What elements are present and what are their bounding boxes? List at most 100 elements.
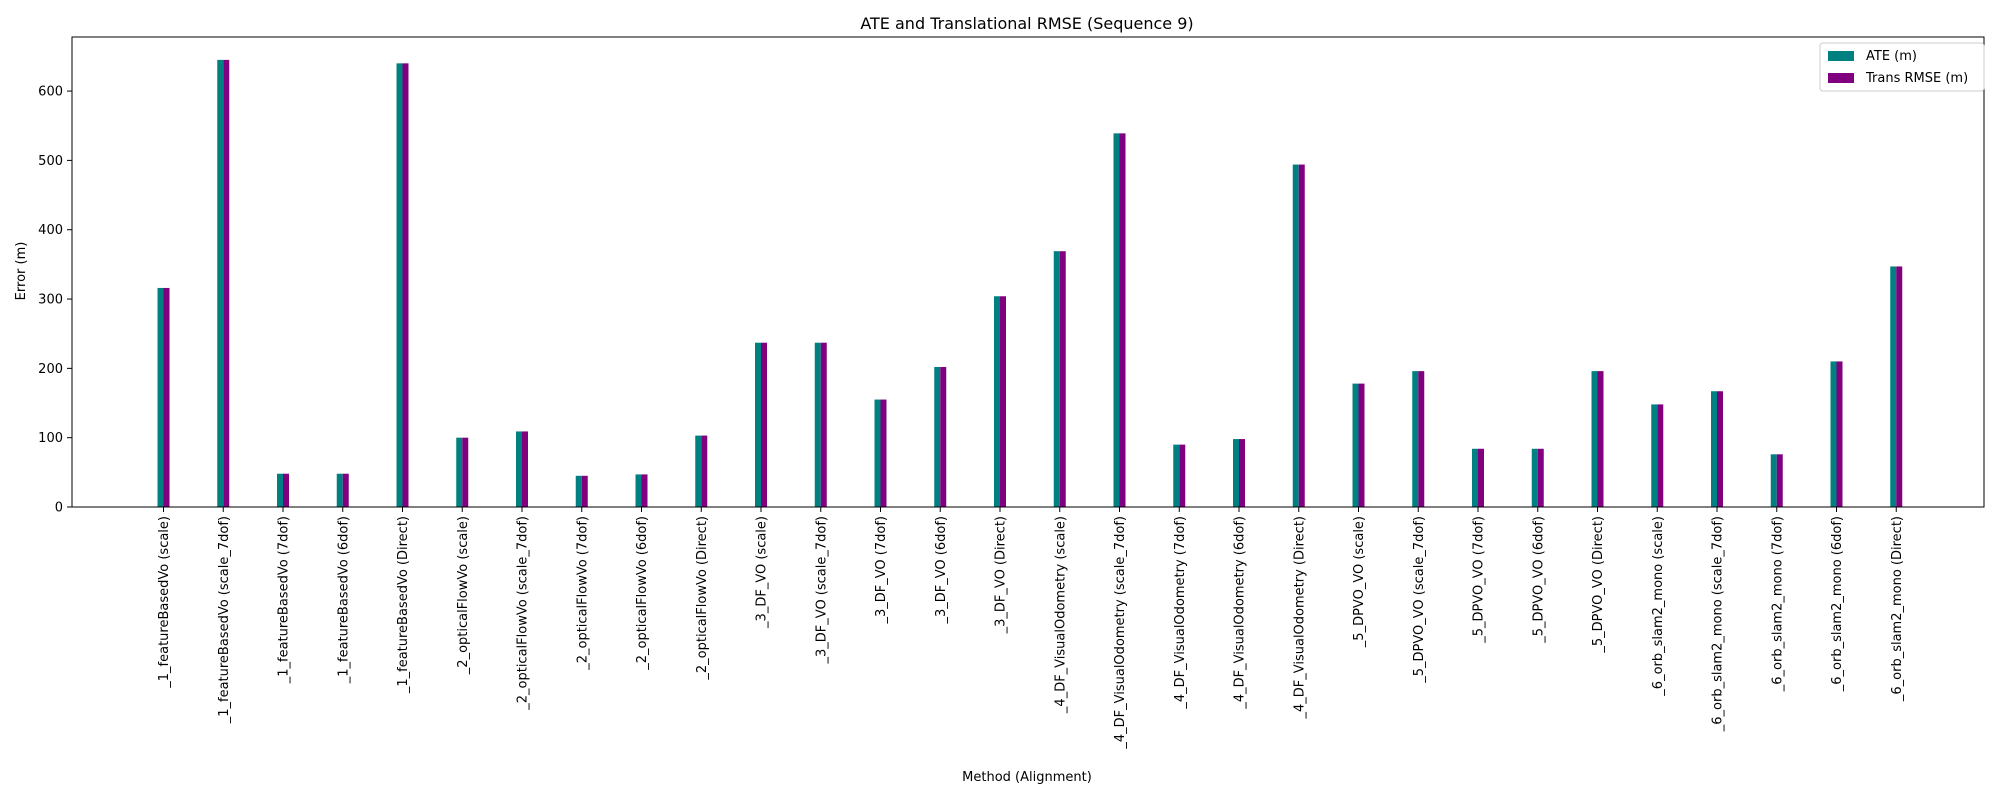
bar-trans-rmse <box>283 473 289 507</box>
x-tick-label: _6_orb_slam2_mono (Direct) <box>1890 516 1905 702</box>
x-tick-label: _5_DPVO_VO (scale) <box>1352 516 1367 648</box>
bar-trans-rmse <box>163 287 170 507</box>
x-tick-label: _1_featureBasedVo (scale_7dof) <box>217 516 232 724</box>
legend-swatch-ate <box>1828 51 1854 61</box>
bar-trans-rmse <box>1478 448 1484 507</box>
bar-ate <box>1591 371 1598 507</box>
y-tick-label: 0 <box>55 501 63 516</box>
bar-ate <box>695 435 702 507</box>
x-tick-label: _5_DPVO_VO (scale_7dof) <box>1412 516 1427 684</box>
bar-trans-rmse <box>820 342 827 507</box>
x-tick-label: _3_DF_VO (scale_7dof) <box>814 516 829 664</box>
x-tick-label: _1_featureBasedVo (scale) <box>157 516 172 689</box>
bar-ate <box>1113 133 1120 507</box>
legend-box <box>1819 42 1985 92</box>
bar-ate <box>1352 383 1359 507</box>
legend-label-ate: ATE (m) <box>1866 49 1917 64</box>
bar-trans-rmse <box>1657 404 1664 507</box>
bar-trans-rmse <box>701 435 708 507</box>
bar-trans-rmse <box>1836 361 1843 507</box>
y-tick-label: 600 <box>38 85 63 100</box>
legend: ATE (m) Trans RMSE (m) <box>1819 42 1985 92</box>
bar-trans-rmse <box>342 473 349 507</box>
x-tick-label: _5_DPVO_VO (Direct) <box>1591 516 1606 654</box>
x-tick-label: _1_featureBasedVo (7dof) <box>277 516 292 684</box>
bar-ate <box>1890 266 1897 507</box>
bar-ate <box>1233 439 1239 507</box>
x-tick-label: _5_DPVO_VO (6dof) <box>1531 516 1546 644</box>
bar-trans-rmse <box>761 342 767 507</box>
bar-trans-rmse <box>581 475 588 507</box>
bar-trans-rmse <box>940 366 947 507</box>
bar-trans-rmse <box>1896 266 1903 507</box>
x-tick-label: _2_opticalFlowVo (6dof) <box>635 516 650 671</box>
bar-trans-rmse <box>402 63 409 507</box>
bar-trans-rmse <box>1059 251 1066 507</box>
bar-ate <box>157 287 164 507</box>
legend-swatch-trans-rmse <box>1828 73 1854 83</box>
x-tick-label: _3_DF_VO (7dof) <box>874 516 889 625</box>
x-tick-label: _6_orb_slam2_mono (scale) <box>1651 516 1666 697</box>
bar-trans-rmse <box>1597 371 1604 507</box>
bar-trans-rmse <box>1358 383 1365 507</box>
x-tick-label: _2_opticalFlowVo (7dof) <box>575 516 590 671</box>
bar-trans-rmse <box>1239 439 1245 507</box>
bar-trans-rmse <box>1000 296 1006 507</box>
bar-ate <box>635 474 642 507</box>
bar-trans-rmse <box>462 437 469 507</box>
bar-ate <box>1651 404 1658 507</box>
bar-ate <box>456 437 463 507</box>
bar-ate <box>516 431 522 507</box>
x-tick-label: _4_DF_VisualOdometry (7dof) <box>1173 516 1188 710</box>
bar-ate <box>1053 251 1060 507</box>
bar-ate <box>1531 448 1538 507</box>
x-tick-label: _2_opticalFlowVo (Direct) <box>695 516 710 681</box>
bar-ate <box>994 296 1000 507</box>
legend-label-trans-rmse: Trans RMSE (m) <box>1865 71 1968 86</box>
bar-ate <box>277 473 283 507</box>
bar-ate <box>1770 454 1777 507</box>
bar-trans-rmse <box>1298 164 1305 507</box>
y-tick-label: 200 <box>38 362 63 377</box>
x-axis-label: Method (Alignment) <box>962 770 1092 785</box>
bar-trans-rmse <box>1119 133 1126 507</box>
bar-trans-rmse <box>522 431 528 507</box>
bar-ate <box>755 342 761 507</box>
x-tick-label: _1_featureBasedVo (6dof) <box>336 516 351 684</box>
bar-ate <box>874 399 881 507</box>
axes-frame <box>71 36 1985 508</box>
x-tick-label: _3_DF_VO (6dof) <box>934 516 949 625</box>
bar-ate <box>1830 361 1837 507</box>
bar-ate <box>1711 391 1717 507</box>
bar-ate <box>575 475 582 507</box>
chart-title: ATE and Translational RMSE (Sequence 9) <box>860 14 1193 33</box>
bar-ate <box>336 473 343 507</box>
x-tick-label: _6_orb_slam2_mono (7dof) <box>1770 516 1785 692</box>
bar-trans-rmse <box>1179 444 1186 507</box>
bar-trans-rmse <box>1537 448 1544 507</box>
x-tick-label: _3_DF_VO (scale) <box>755 516 770 629</box>
x-tick-label: _4_DF_VisualOdometry (scale) <box>1053 516 1068 714</box>
y-tick-label: 100 <box>38 431 63 446</box>
x-tick-label: _6_orb_slam2_mono (6dof) <box>1830 516 1845 692</box>
x-tick-label: _2_opticalFlowVo (scale_7dof) <box>516 516 531 711</box>
bar-ate <box>1412 371 1419 507</box>
plot-area <box>157 59 1903 508</box>
x-tick-label: _5_DPVO_VO (7dof) <box>1472 516 1487 644</box>
bar-ate <box>1472 448 1478 507</box>
x-tick-label: _3_DF_VO (Direct) <box>994 516 1009 634</box>
bar-trans-rmse <box>1776 454 1783 507</box>
x-tick-label: _2_opticalFlowVo (scale) <box>456 516 471 675</box>
bar-trans-rmse <box>1418 371 1425 507</box>
bar-ate <box>217 59 224 508</box>
bar-ate <box>396 63 403 507</box>
bar-ate <box>1292 164 1299 507</box>
bar-trans-rmse <box>223 59 230 508</box>
y-tick-label: 500 <box>38 154 63 169</box>
bar-ate <box>814 342 821 507</box>
x-tick-label: _4_DF_VisualOdometry (scale_7dof) <box>1113 516 1128 750</box>
y-axis-label: Error (m) <box>14 242 29 301</box>
bar-trans-rmse <box>880 399 887 507</box>
y-tick-label: 400 <box>38 223 63 238</box>
